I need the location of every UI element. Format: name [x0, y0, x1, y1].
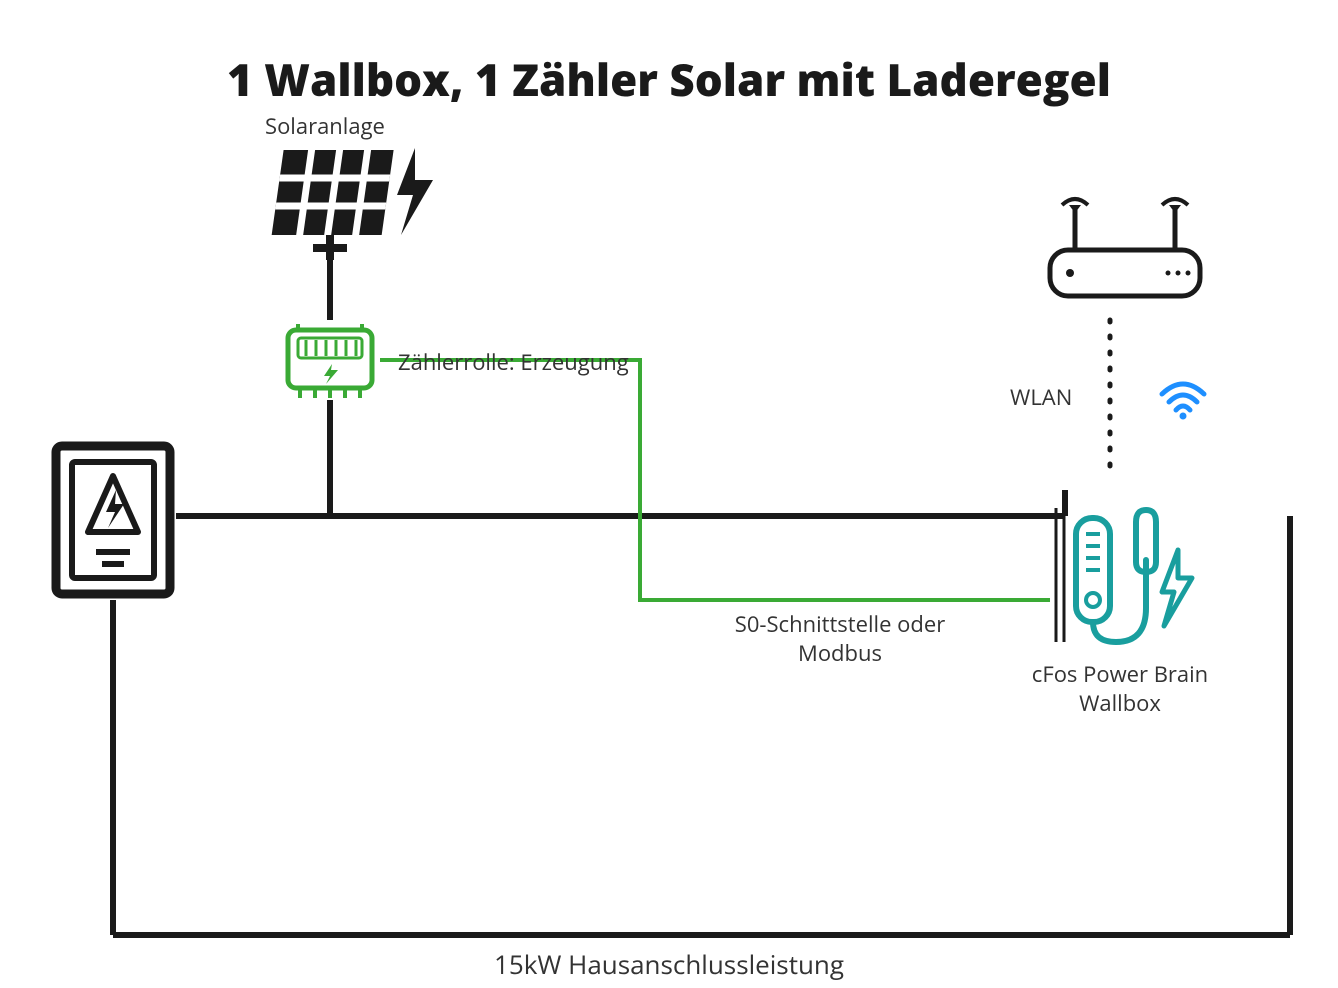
- house-connection-label: 15kW Hausanschlussleistung: [0, 948, 1338, 982]
- wlan-label: WLAN: [1010, 383, 1072, 412]
- meter-role-label: Zählerrolle: Erzeugung: [398, 348, 629, 377]
- solar-panel-icon: [265, 140, 435, 275]
- router-icon: [1040, 195, 1210, 315]
- wifi-icon: [1158, 380, 1208, 425]
- wallbox-label: cFos Power Brain Wallbox: [1020, 660, 1220, 717]
- electrical-panel-icon: [50, 440, 176, 605]
- energy-meter-icon: [280, 320, 380, 407]
- solar-label: Solaranlage: [265, 112, 385, 141]
- s0-label: S0-Schnittstelle oder Modbus: [700, 610, 980, 667]
- wallbox-icon: [1050, 500, 1200, 655]
- diagram-stage: 1 Wallbox, 1 Zähler Solar mit Laderegel: [0, 0, 1338, 988]
- wiring-svg: [0, 0, 1338, 988]
